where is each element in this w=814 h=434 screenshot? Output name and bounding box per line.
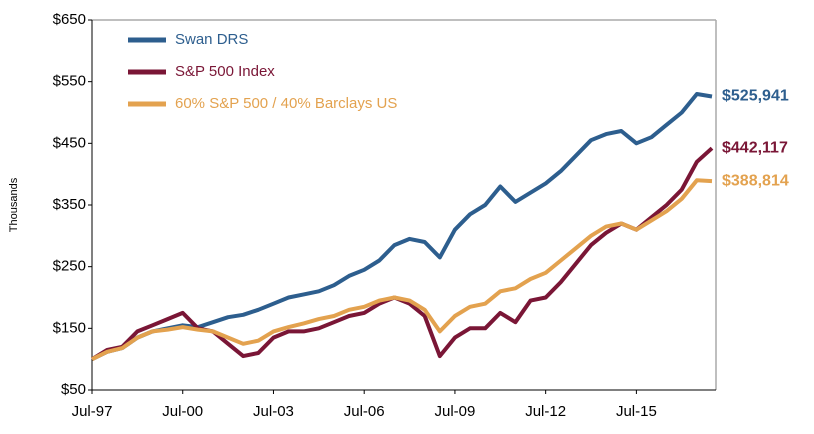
y-axis-title: Thousands bbox=[8, 177, 20, 232]
y-tick-label: $350 bbox=[53, 196, 86, 213]
x-tick-label: Jul-12 bbox=[525, 403, 566, 420]
y-tick-label: $150 bbox=[53, 319, 86, 336]
end-label: $525,941 bbox=[722, 88, 789, 105]
series-line bbox=[91, 178, 713, 361]
x-tick-label: Jul-00 bbox=[162, 403, 203, 420]
legend-label: Swan DRS bbox=[175, 31, 248, 48]
x-tick-label: Jul-09 bbox=[434, 403, 475, 420]
legend-label: 60% S&P 500 / 40% Barclays US bbox=[175, 95, 397, 112]
x-tick-label: Jul-15 bbox=[616, 403, 657, 420]
y-tick-label: $550 bbox=[53, 73, 86, 90]
x-tick-label: Jul-03 bbox=[253, 403, 294, 420]
end-label: $388,814 bbox=[722, 172, 789, 189]
x-tick-label: Jul-06 bbox=[344, 403, 385, 420]
y-tick-label: $250 bbox=[53, 258, 86, 275]
legend-label: S&P 500 Index bbox=[175, 63, 275, 80]
y-tick-label: $450 bbox=[53, 134, 86, 151]
y-tick-label: $650 bbox=[53, 11, 86, 28]
x-tick-label: Jul-97 bbox=[72, 403, 113, 420]
y-tick-label: $50 bbox=[61, 381, 86, 398]
end-label: $442,117 bbox=[722, 139, 788, 156]
